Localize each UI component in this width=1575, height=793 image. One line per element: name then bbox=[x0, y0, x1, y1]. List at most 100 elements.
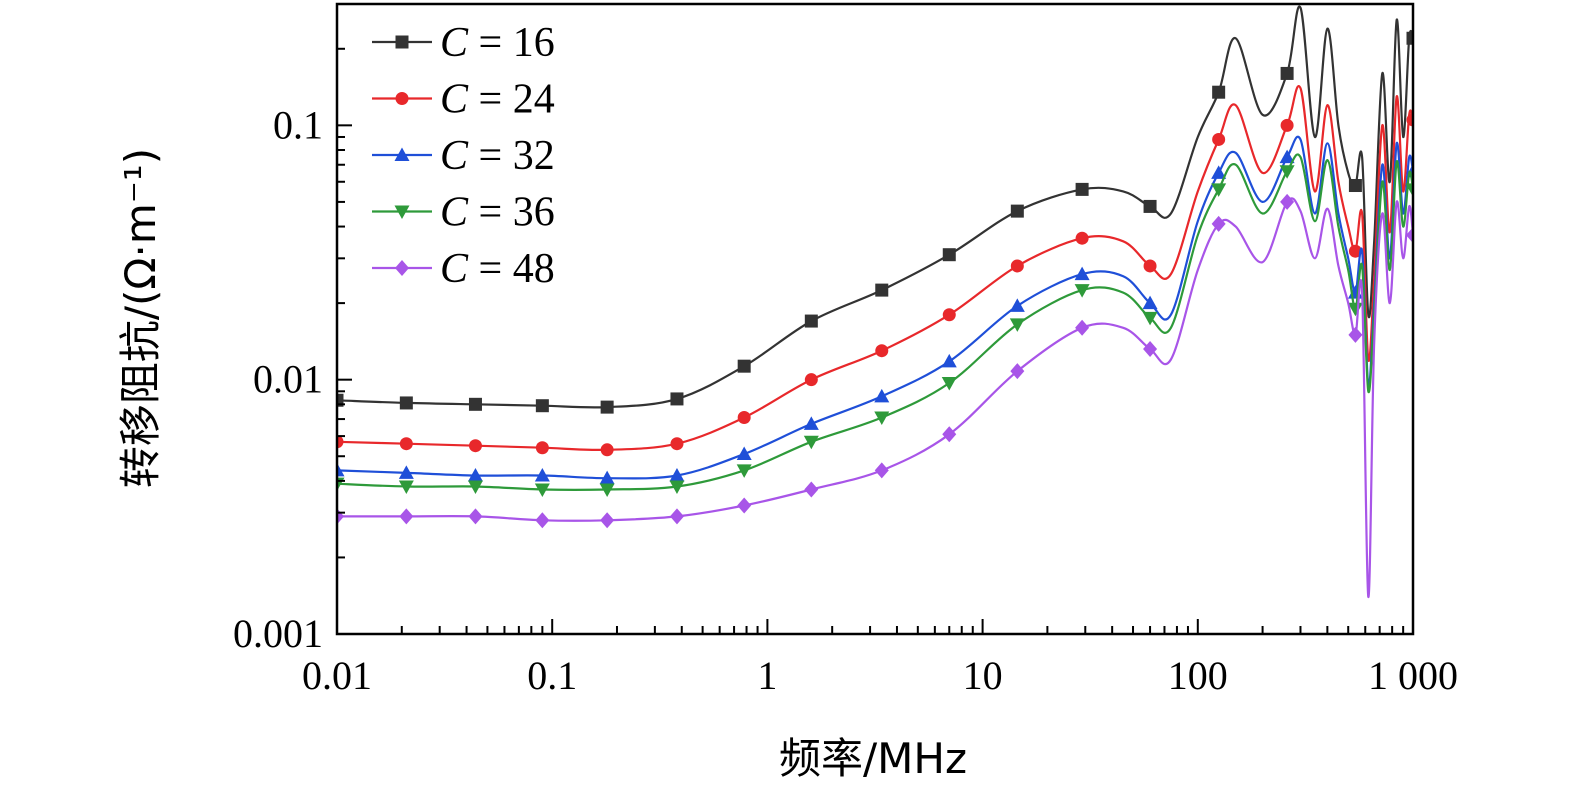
y-axis-title: 转移阻抗/(Ω·m⁻¹) bbox=[116, 148, 165, 488]
data-point bbox=[942, 426, 957, 443]
data-point bbox=[600, 512, 615, 529]
data-point bbox=[1406, 113, 1413, 127]
data-point bbox=[1279, 149, 1295, 164]
data-point bbox=[874, 411, 890, 426]
legend-label: C = 24 bbox=[440, 77, 555, 123]
data-point bbox=[1074, 266, 1090, 281]
x-tick-label: 10 bbox=[963, 653, 1003, 698]
data-point bbox=[1211, 215, 1226, 232]
data-point bbox=[1142, 295, 1158, 310]
legend-marker bbox=[395, 92, 409, 105]
data-point bbox=[737, 497, 752, 514]
y-tick-label: 0.1 bbox=[273, 102, 323, 147]
data-point bbox=[1348, 244, 1362, 258]
legend-item: C = 36 bbox=[372, 190, 555, 236]
legend-marker bbox=[395, 35, 409, 49]
x-tick-label: 0.1 bbox=[527, 653, 577, 698]
data-point bbox=[535, 441, 549, 455]
data-point bbox=[1010, 204, 1024, 218]
data-point bbox=[1009, 318, 1025, 332]
data-point bbox=[337, 462, 345, 477]
data-point bbox=[804, 314, 818, 328]
data-point bbox=[1143, 199, 1157, 213]
plot-frame bbox=[335, 2, 1415, 636]
data-point bbox=[398, 465, 414, 479]
data-point bbox=[670, 392, 684, 406]
series-line bbox=[337, 153, 1413, 491]
data-point bbox=[942, 248, 956, 262]
data-point bbox=[1074, 284, 1090, 298]
data-point bbox=[669, 508, 684, 525]
data-point bbox=[941, 353, 957, 368]
data-point bbox=[399, 396, 413, 410]
data-point bbox=[1211, 165, 1227, 179]
data-point bbox=[669, 467, 685, 482]
data-point bbox=[467, 467, 483, 482]
data-point bbox=[399, 508, 414, 525]
data-point bbox=[599, 483, 615, 497]
legend-marker bbox=[394, 147, 410, 161]
data-point bbox=[1211, 183, 1227, 197]
series-line bbox=[337, 135, 1413, 480]
data-point bbox=[468, 397, 482, 411]
data-point bbox=[1279, 165, 1295, 179]
x-axis-title: 频率/MHz bbox=[779, 734, 967, 783]
data-point bbox=[803, 416, 819, 430]
legend-item: C = 24 bbox=[372, 77, 555, 123]
data-point bbox=[599, 470, 615, 485]
legend-item: C = 32 bbox=[372, 133, 555, 179]
data-point bbox=[875, 344, 889, 358]
data-point bbox=[1406, 227, 1413, 244]
data-point bbox=[1010, 363, 1025, 380]
data-point bbox=[337, 435, 344, 449]
data-point bbox=[600, 400, 614, 414]
data-point bbox=[467, 480, 483, 495]
data-point bbox=[1280, 193, 1295, 210]
legend-item: C = 48 bbox=[372, 246, 555, 292]
x-tick-label: 1 bbox=[757, 653, 777, 698]
data-point bbox=[1075, 231, 1089, 245]
data-point bbox=[1010, 259, 1024, 273]
legend-label: C = 16 bbox=[440, 20, 555, 66]
data-point bbox=[534, 483, 550, 497]
data-point bbox=[337, 393, 344, 407]
data-point bbox=[534, 467, 550, 482]
legend-label: C = 48 bbox=[440, 246, 555, 292]
data-point bbox=[1280, 66, 1294, 80]
data-point bbox=[804, 373, 818, 387]
data-point bbox=[1009, 298, 1025, 312]
series-layer bbox=[337, 5, 1413, 598]
data-point bbox=[737, 359, 751, 373]
data-point bbox=[1406, 31, 1413, 45]
x-tick-label: 0.01 bbox=[302, 653, 372, 698]
x-tick-label: 100 bbox=[1168, 653, 1228, 698]
data-point bbox=[874, 462, 889, 479]
data-point bbox=[600, 443, 614, 457]
series-1 bbox=[337, 84, 1413, 457]
data-point bbox=[1348, 179, 1362, 193]
data-point bbox=[1348, 326, 1363, 343]
data-point bbox=[468, 508, 483, 525]
data-point bbox=[669, 480, 685, 495]
data-point bbox=[874, 388, 890, 403]
legend-marker bbox=[395, 260, 409, 276]
legend: C = 16 C = 24 C = 32 C = 36 C = 48 bbox=[372, 20, 555, 292]
data-point bbox=[941, 377, 957, 391]
legend-label: C = 32 bbox=[440, 133, 555, 179]
data-point bbox=[398, 480, 414, 495]
data-point bbox=[736, 464, 752, 478]
data-point bbox=[399, 437, 413, 451]
data-point bbox=[1212, 85, 1226, 99]
data-point bbox=[468, 439, 482, 453]
data-point bbox=[1143, 341, 1158, 358]
data-point bbox=[1075, 182, 1089, 196]
data-point bbox=[535, 512, 550, 529]
data-point bbox=[1075, 319, 1090, 336]
x-tick-label: 1 000 bbox=[1368, 653, 1458, 698]
data-point bbox=[1212, 132, 1226, 146]
data-point bbox=[1143, 259, 1157, 273]
data-point bbox=[875, 283, 889, 297]
legend-marker bbox=[394, 205, 410, 219]
